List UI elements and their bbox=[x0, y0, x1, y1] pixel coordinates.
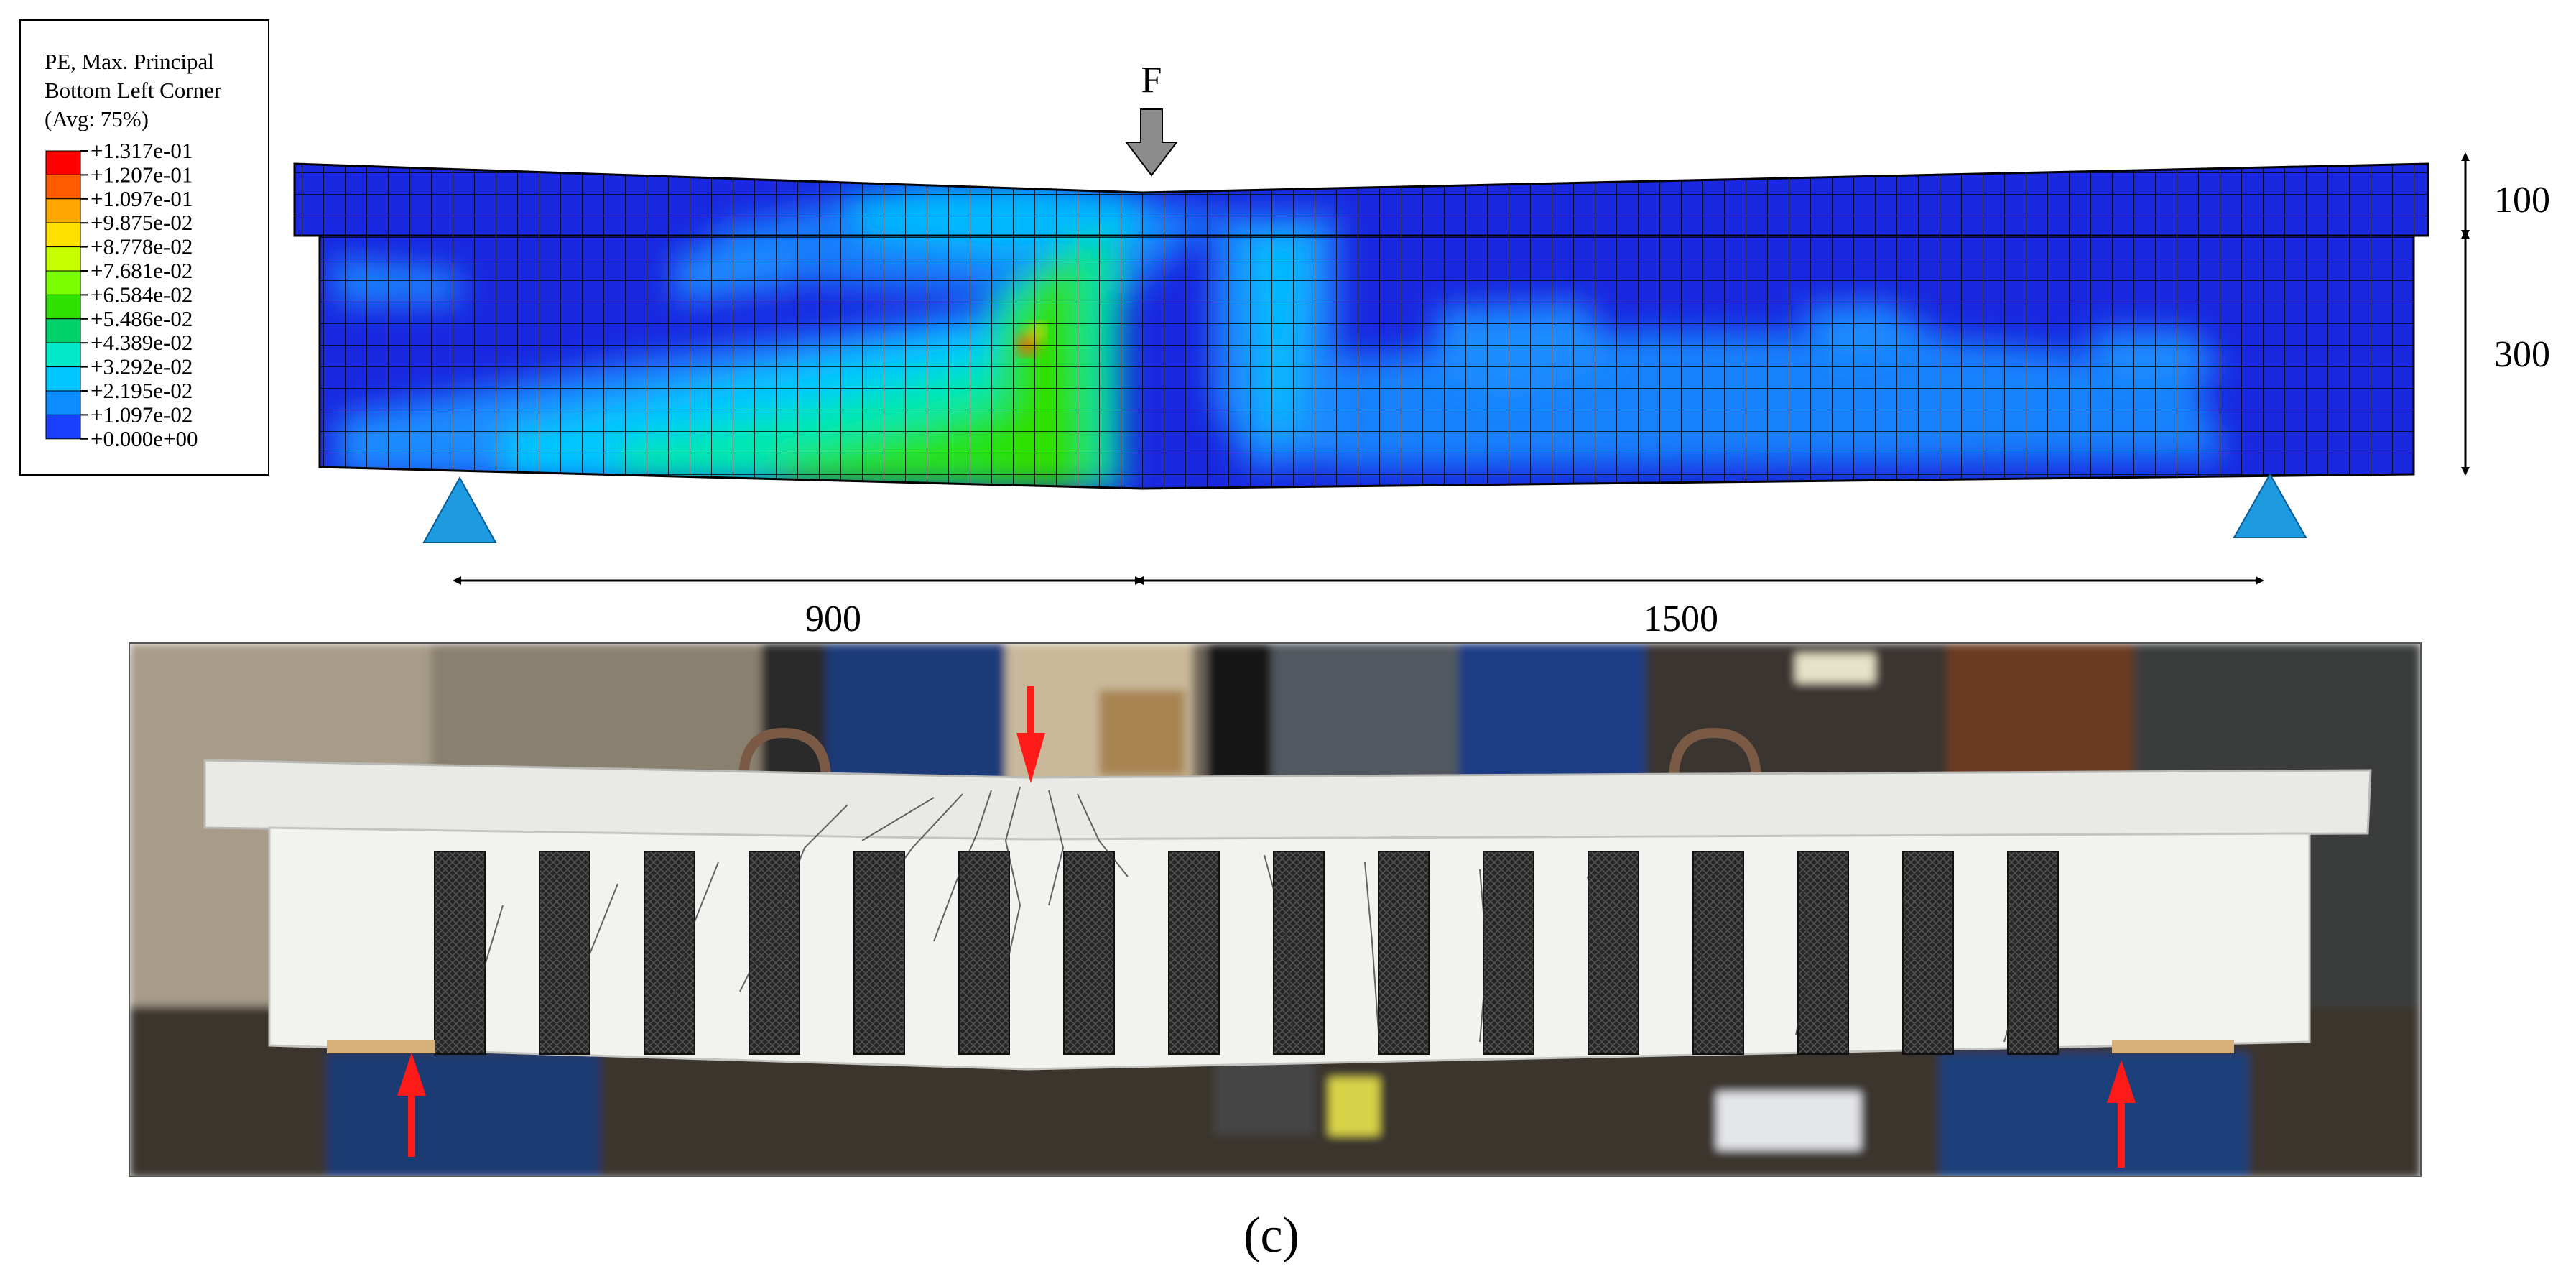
left-support bbox=[422, 476, 497, 543]
contour-legend: PE, Max. Principal Bottom Left Corner (A… bbox=[19, 19, 269, 476]
load-label: F bbox=[1141, 60, 1162, 101]
legend-band bbox=[45, 318, 81, 343]
cfrp-strip bbox=[1797, 851, 1849, 1055]
legend-tick-label: +9.875e-02 bbox=[91, 210, 193, 235]
photo-right-bearing bbox=[2112, 1040, 2234, 1053]
right-support-arrow-head bbox=[2107, 1060, 2136, 1103]
legend-band bbox=[45, 198, 81, 223]
cfrp-strip bbox=[749, 851, 800, 1055]
test-photograph bbox=[129, 643, 2421, 1176]
legend-band bbox=[45, 366, 81, 392]
remaining-span-label: 1500 bbox=[1644, 599, 1718, 639]
legend-band bbox=[45, 150, 81, 175]
photo-beam-flange bbox=[203, 759, 2372, 841]
figure-caption: (c) bbox=[1243, 1208, 1299, 1263]
legend-tick-label: +6.584e-02 bbox=[91, 282, 193, 307]
legend-tick-label: +1.097e-01 bbox=[91, 186, 193, 211]
legend-band bbox=[45, 246, 81, 272]
cfrp-strip bbox=[853, 851, 905, 1055]
web-height-label: 300 bbox=[2494, 334, 2550, 375]
cfrp-strip bbox=[958, 851, 1010, 1055]
cfrp-strip bbox=[1902, 851, 1954, 1055]
cfrp-strip bbox=[1063, 851, 1115, 1055]
legend-tick-label: +7.681e-02 bbox=[91, 258, 193, 283]
cfrp-strip bbox=[1378, 851, 1430, 1055]
legend-band bbox=[45, 342, 81, 368]
cfrp-strips bbox=[434, 851, 2059, 1055]
photo-left-bearing bbox=[327, 1040, 435, 1053]
legend-title-line-3: (Avg: 75%) bbox=[45, 106, 149, 131]
legend-tick-label: +5.486e-02 bbox=[91, 306, 193, 331]
cfrp-strip bbox=[1168, 851, 1220, 1055]
right-support-arrow-shaft bbox=[2118, 1099, 2125, 1168]
cfrp-strip bbox=[2007, 851, 2059, 1055]
fe-beam-model: F 100 300 900 1500 bbox=[293, 60, 2550, 639]
legend-tick-label: +2.195e-02 bbox=[91, 378, 193, 403]
cfrp-strip bbox=[1273, 851, 1325, 1055]
lifting-hook-left bbox=[738, 727, 831, 780]
beam-contour bbox=[295, 164, 2428, 489]
shear-span-label: 900 bbox=[805, 599, 861, 639]
legend-tick-label: +1.207e-01 bbox=[91, 162, 193, 187]
fe-mesh bbox=[295, 164, 2428, 489]
legend-tick-label: +1.317e-01 bbox=[91, 138, 193, 163]
legend-band bbox=[45, 174, 81, 200]
crack-arrows bbox=[397, 686, 2136, 1168]
legend-tick-labels: +1.317e-01+1.207e-01+1.097e-01+9.875e-02… bbox=[80, 138, 198, 451]
legend-band bbox=[45, 294, 81, 320]
cfrp-strip bbox=[1692, 851, 1744, 1055]
load-point-arrow-shaft bbox=[1027, 686, 1034, 736]
legend-tick-label: +4.389e-02 bbox=[91, 330, 193, 355]
cfrp-strip bbox=[644, 851, 695, 1055]
left-support-arrow-shaft bbox=[408, 1092, 415, 1157]
photo-frame bbox=[129, 642, 2422, 1177]
right-support bbox=[2233, 472, 2307, 538]
legend-band bbox=[45, 414, 81, 440]
legend-title-line-2: Bottom Left Corner bbox=[45, 78, 222, 103]
legend-band bbox=[45, 222, 81, 248]
left-support-arrow-head bbox=[397, 1053, 426, 1096]
cfrp-strip bbox=[1483, 851, 1534, 1055]
legend-tick-label: +1.097e-02 bbox=[91, 402, 193, 427]
legend-tick-label: +0.000e+00 bbox=[91, 426, 198, 451]
lifting-hook-right bbox=[1669, 727, 1761, 780]
load-point-arrow-head bbox=[1016, 733, 1045, 783]
legend-tick-label: +3.292e-02 bbox=[91, 354, 193, 379]
cfrp-strip bbox=[434, 851, 486, 1055]
legend-band bbox=[45, 390, 81, 415]
cfrp-strip bbox=[539, 851, 590, 1055]
legend-title-line-1: PE, Max. Principal bbox=[45, 49, 214, 74]
legend-band bbox=[45, 270, 81, 295]
load-arrow bbox=[1124, 108, 1179, 177]
legend-color-bands bbox=[45, 150, 81, 440]
legend-tick-label: +8.778e-02 bbox=[91, 234, 193, 259]
flange-height-label: 100 bbox=[2494, 180, 2550, 221]
crack-lines bbox=[466, 786, 2020, 1043]
